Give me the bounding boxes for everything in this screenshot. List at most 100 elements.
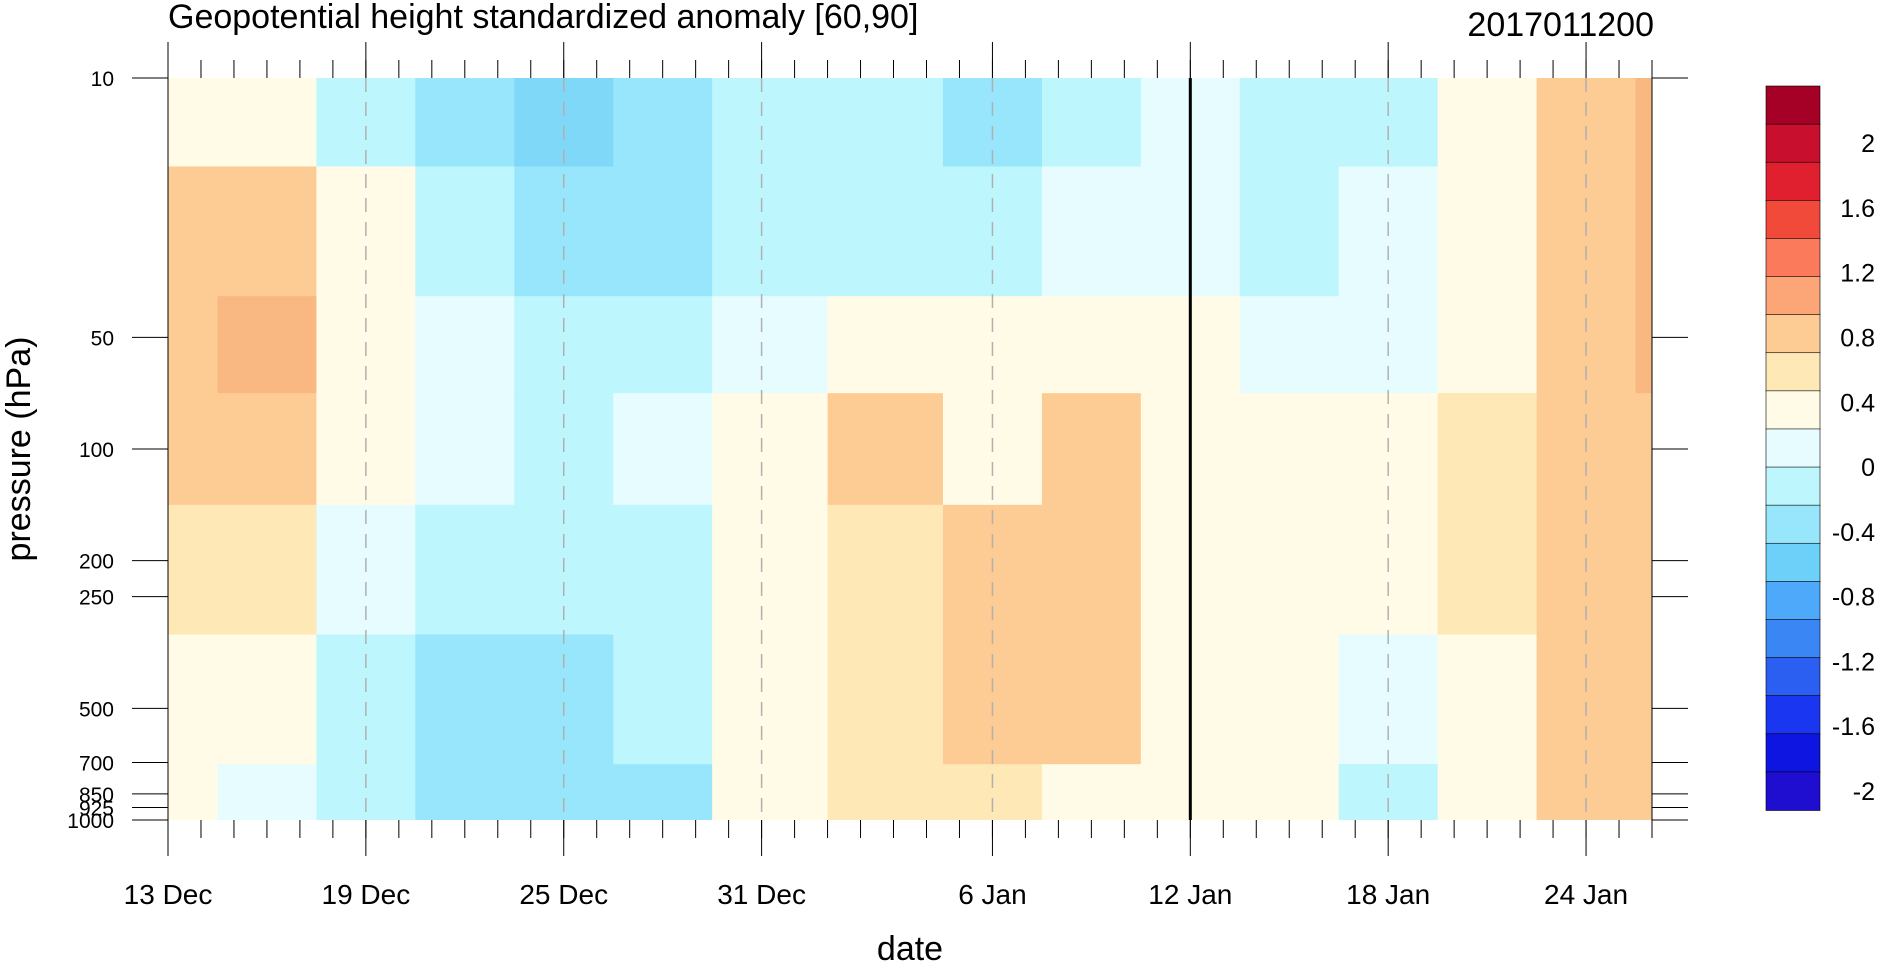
field-cell — [613, 634, 713, 765]
x-tick-label: 18 Jan — [1346, 879, 1430, 910]
x-tick-label: 19 Dec — [322, 879, 411, 910]
field-cell — [1239, 504, 1340, 635]
field-cell — [1041, 78, 1142, 168]
field-cell — [217, 166, 317, 297]
field-cell — [942, 764, 1043, 820]
field-cell — [1041, 296, 1142, 394]
field-cell — [415, 393, 515, 506]
colorbar-swatch — [1765, 733, 1821, 773]
colorbar-swatch — [1765, 390, 1821, 430]
field-cell — [1437, 393, 1538, 506]
colorbar-swatch — [1765, 542, 1821, 583]
y-tick-label: 10 — [91, 68, 114, 91]
colorbar-swatch — [1765, 581, 1821, 621]
field-cell — [712, 166, 829, 297]
field-cell — [217, 764, 317, 820]
colorbar-label: -2 — [1853, 778, 1875, 806]
colorbar-swatch — [1765, 123, 1821, 164]
field-cell — [217, 634, 317, 765]
field-cell — [415, 296, 515, 394]
field-cell — [613, 393, 713, 506]
x-tick-label: 12 Jan — [1148, 879, 1232, 910]
field-cell — [1239, 764, 1340, 820]
field-cell — [1041, 166, 1142, 297]
x-axis-label: date — [877, 930, 943, 963]
field-cell — [613, 504, 713, 635]
y-tick-label: 700 — [79, 753, 114, 776]
x-axis-ticks: 13 Dec 19 Dec 25 Dec 31 Dec 6 Jan 12 Jan 18 Ja… — [124, 42, 1653, 910]
colorbar-swatch — [1765, 276, 1821, 316]
field-cell — [1635, 504, 1652, 635]
field-cell — [1635, 296, 1652, 394]
field-cell — [1635, 764, 1652, 820]
y-tick-label: 100 — [79, 439, 114, 462]
field-cell — [217, 504, 317, 635]
field-cell — [415, 166, 515, 297]
field-cell — [1437, 296, 1538, 394]
y-tick-label: 200 — [79, 551, 114, 574]
field-cell — [613, 296, 713, 394]
field-cell — [827, 764, 944, 820]
colorbar-label: 1.2 — [1840, 260, 1875, 288]
colorbar-swatch — [1765, 657, 1821, 697]
field-cell — [1041, 634, 1142, 765]
plot-area — [168, 78, 1652, 820]
colorbar-swatch — [1765, 619, 1821, 659]
field-cell — [712, 504, 829, 635]
field-cell — [1635, 634, 1652, 765]
colorbar-label: -1.2 — [1832, 648, 1875, 676]
field-cell — [1041, 764, 1142, 820]
y-tick-label: 50 — [91, 327, 114, 350]
field-cell — [1437, 504, 1538, 635]
field-cell — [827, 504, 944, 635]
y-tick-label: 500 — [79, 698, 114, 721]
field-cell — [168, 393, 218, 506]
colorbar-swatch — [1765, 695, 1821, 735]
colorbar-label: 0.8 — [1840, 324, 1875, 352]
field-cell — [415, 764, 515, 820]
field-cell — [415, 78, 515, 168]
colorbar-label: 0 — [1861, 454, 1875, 482]
field-cell — [712, 764, 829, 820]
chart-title: Geopotential height standardized anomaly… — [168, 0, 918, 36]
field-cell — [217, 296, 317, 394]
colorbar-swatch — [1765, 771, 1821, 811]
field-cell — [712, 634, 829, 765]
field-cell — [1041, 393, 1142, 506]
field-cell — [168, 504, 218, 635]
field-cell — [827, 296, 944, 394]
field-cell — [1041, 504, 1142, 635]
field-cell — [217, 78, 317, 168]
field-cell — [1239, 78, 1340, 168]
field-cell — [168, 764, 218, 820]
field-cell — [415, 504, 515, 635]
field-cell — [1437, 166, 1538, 297]
colorbar-label: -0.8 — [1832, 584, 1875, 612]
field-cell — [514, 764, 614, 820]
field-cell — [827, 78, 944, 168]
colorbar-label: -1.6 — [1832, 713, 1875, 741]
field-cell — [1239, 393, 1340, 506]
field-cell — [168, 296, 218, 394]
colorbar-label: 1.6 — [1840, 195, 1875, 223]
y-axis-label: pressure (hPa) — [0, 337, 38, 562]
field-cell — [613, 166, 713, 297]
x-tick-label: 31 Dec — [717, 879, 806, 910]
colorbar-swatch — [1765, 238, 1821, 278]
field-cell — [712, 296, 829, 394]
x-tick-label: 6 Jan — [958, 879, 1027, 910]
colorbar-label: -0.4 — [1832, 519, 1875, 547]
field-cell — [168, 166, 218, 297]
field-cell — [613, 764, 713, 820]
field-cell — [1437, 78, 1538, 168]
field-cell — [415, 634, 515, 765]
field-cell — [712, 78, 829, 168]
colorbar-swatch — [1765, 504, 1821, 545]
field-cell — [1635, 166, 1652, 297]
colorbar-swatch — [1765, 314, 1821, 354]
colorbar-swatch — [1765, 352, 1821, 392]
colorbar-label: 0.4 — [1840, 389, 1875, 417]
field-cell — [1239, 166, 1340, 297]
field-cell — [1536, 764, 1637, 820]
